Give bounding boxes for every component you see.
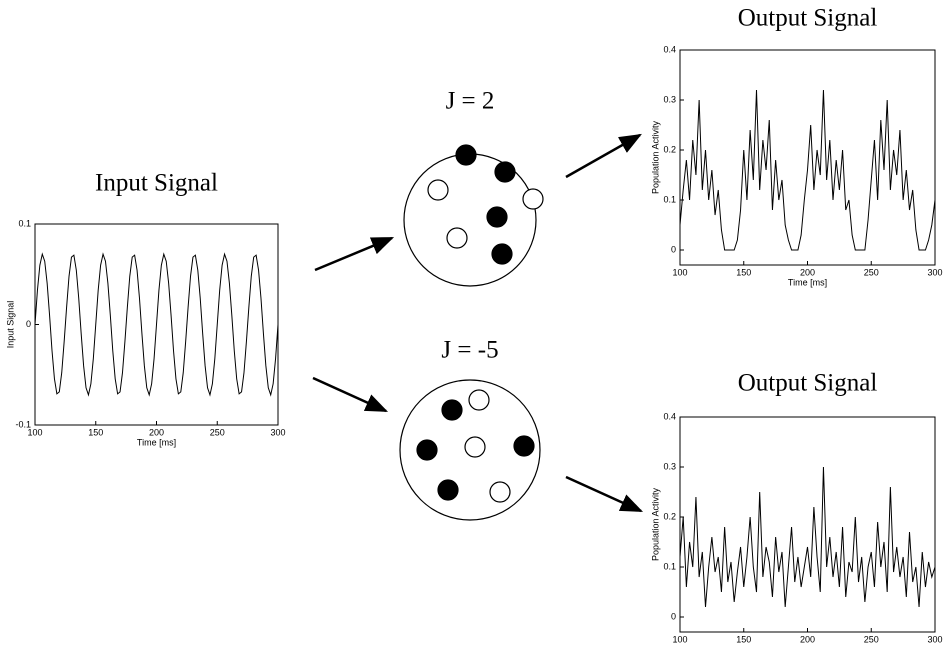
arrow	[565, 133, 642, 179]
x-tick-label: 150	[736, 267, 751, 277]
x-tick-label: 300	[927, 267, 942, 277]
neuron	[455, 144, 477, 166]
neuron	[494, 161, 516, 183]
y-tick-label: 0.2	[663, 511, 676, 521]
y-tick-label: 0.4	[663, 44, 676, 54]
chart: Output Signal 100 150 200 250 300 0 0.1 0.2 0.3 0.…	[650, 370, 942, 645]
y-tick-label: 0.3	[663, 94, 676, 104]
x-tick-label: 250	[210, 427, 225, 437]
neuron	[416, 439, 438, 461]
x-tick-label: 200	[800, 267, 815, 277]
neuron	[441, 399, 463, 421]
chart: Output Signal 100 150 200 250 300 0 0.1 0.2 0.3 0.…	[650, 5, 942, 288]
x-tick-label: 150	[736, 634, 751, 644]
y-tick-label: 0.3	[663, 461, 676, 471]
network-label: J = 2	[446, 88, 495, 115]
neuron	[513, 435, 535, 457]
x-tick-label: 300	[927, 634, 942, 644]
plot-frame	[679, 49, 936, 266]
y-tick-label: 0.1	[663, 194, 676, 204]
y-axis-label: Input Signal	[5, 301, 15, 349]
arrow	[314, 236, 395, 272]
x-axis-label: Time [ms]	[788, 277, 827, 287]
neuron	[491, 243, 513, 265]
x-tick-label: 200	[800, 634, 815, 644]
x-tick-label: 100	[27, 427, 42, 437]
x-tick-label: 150	[88, 427, 103, 437]
x-tick-label: 250	[864, 634, 879, 644]
y-tick-label: 0.1	[663, 561, 676, 571]
population	[403, 153, 537, 287]
signal-line	[34, 252, 279, 397]
y-axis-label: Population Activity	[650, 487, 660, 561]
chart-title: Output Signal	[738, 5, 878, 32]
signal-line	[679, 89, 936, 251]
x-axis-label: Time [ms]	[137, 437, 176, 447]
network-label: J = -5	[441, 337, 498, 364]
neuron	[468, 389, 490, 411]
x-tick-label: 100	[672, 634, 687, 644]
network	[399, 379, 541, 521]
y-tick-label: 0.2	[663, 144, 676, 154]
neuron	[486, 206, 508, 228]
chart-title: Output Signal	[738, 370, 878, 397]
y-tick-label: 0.1	[18, 218, 31, 228]
arrows	[312, 133, 644, 513]
network	[403, 144, 544, 287]
neuron	[489, 481, 511, 503]
neuron	[437, 479, 459, 501]
neuron	[427, 179, 449, 201]
neuron	[464, 436, 486, 458]
neuron	[446, 227, 468, 249]
x-tick-label: 100	[672, 267, 687, 277]
y-tick-label: -0.1	[15, 419, 31, 429]
y-tick-label: 0.4	[663, 411, 676, 421]
x-tick-label: 300	[270, 427, 285, 437]
x-tick-label: 250	[864, 267, 879, 277]
chart-title: Input Signal	[95, 170, 218, 197]
neuron	[522, 188, 544, 210]
x-tick-label: 200	[149, 427, 164, 437]
plot-frame	[679, 416, 936, 633]
y-tick-label: 0	[671, 611, 676, 621]
signal-line	[679, 466, 936, 608]
arrow	[312, 376, 389, 413]
y-tick-label: 0	[671, 244, 676, 254]
y-tick-label: 0	[26, 319, 31, 329]
chart: Input Signal 100 150 200 250 300 -0.1 0 0.1 Time …	[5, 170, 285, 448]
y-axis-label: Population Activity	[650, 120, 660, 194]
arrow	[565, 475, 644, 513]
